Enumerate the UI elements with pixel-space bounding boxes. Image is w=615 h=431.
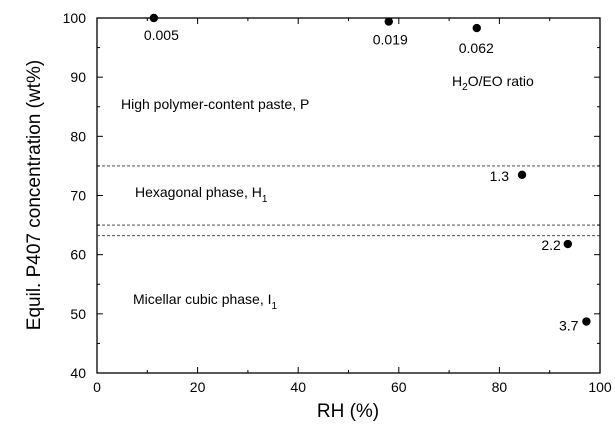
data-point <box>472 23 481 33</box>
x-tick-label-0: 0 <box>93 379 101 395</box>
region-label-paste: High polymer-content paste, P <box>121 96 309 112</box>
ratio-title-sub: 2 <box>462 82 468 93</box>
data-point <box>149 13 159 23</box>
data-point <box>384 17 393 26</box>
region-label-cubic: Micellar cubic phase, I1 <box>133 291 278 312</box>
x-axis-ticks: 0 20 40 60 80 100 <box>93 18 612 395</box>
y-tick-label-50: 50 <box>70 306 86 322</box>
data-point-label: 1.3 <box>490 168 510 184</box>
y-tick-label-70: 70 <box>70 188 86 204</box>
ratio-title-rest: O/EO ratio <box>468 73 534 89</box>
x-tick-label-20: 20 <box>190 379 206 395</box>
y-tick-label-90: 90 <box>70 69 86 85</box>
data-point-label: 2.2 <box>541 237 561 253</box>
y-tick-label-40: 40 <box>70 365 86 381</box>
data-point-label: 0.062 <box>459 40 494 56</box>
x-axis-label: RH (%) <box>317 401 379 422</box>
region-hexagonal-sub: 1 <box>262 194 268 205</box>
point-labels: 0.005 0.019 0.062 1.3 2.2 3.7 <box>144 27 579 334</box>
ratio-title: H2O/EO ratio <box>452 73 534 93</box>
x-tick-label-60: 60 <box>391 379 407 395</box>
y-tick-label-80: 80 <box>70 128 86 144</box>
region-cubic-sub: 1 <box>272 301 278 312</box>
x-tick-label-40: 40 <box>290 379 306 395</box>
data-point-label: 3.7 <box>559 318 579 334</box>
phase-boundary-lines <box>97 165 600 237</box>
y-tick-label-100: 100 <box>63 10 87 26</box>
x-tick-label-80: 80 <box>492 379 508 395</box>
y-axis-label: Equil. P407 concentration (wt%) <box>24 60 45 330</box>
data-point-label: 0.005 <box>144 27 179 43</box>
data-point-label: 0.019 <box>373 32 408 48</box>
region-cubic-main: Micellar cubic phase, I <box>133 291 272 307</box>
y-axis-ticks: 40 50 60 70 80 90 100 <box>63 10 600 381</box>
ratio-title-main: H <box>452 73 462 89</box>
x-tick-label-100: 100 <box>588 379 612 395</box>
data-point <box>563 239 573 249</box>
region-hexagonal-main: Hexagonal phase, H <box>135 184 262 200</box>
data-point <box>582 317 591 326</box>
region-label-hexagonal: Hexagonal phase, H1 <box>135 184 268 205</box>
y-tick-label-60: 60 <box>70 247 86 263</box>
data-point <box>517 170 527 179</box>
data-points <box>149 13 591 326</box>
